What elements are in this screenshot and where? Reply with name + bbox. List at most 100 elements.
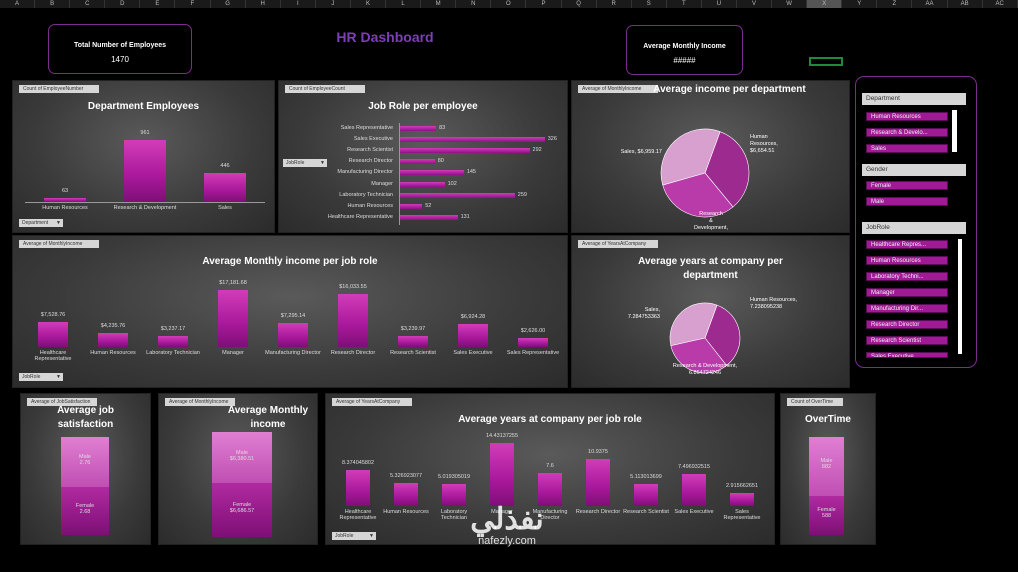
- column-header-x[interactable]: X: [807, 0, 843, 8]
- data-label: 5.113013699: [630, 473, 662, 480]
- stack-segment-female: [61, 486, 109, 535]
- stack-segment-male: [809, 437, 844, 496]
- slicer-item[interactable]: Sales: [866, 144, 948, 153]
- selected-cell[interactable]: [809, 57, 843, 66]
- column-header-o[interactable]: O: [491, 0, 527, 8]
- chart-overtime-stack: Male 882 Female 588: [781, 394, 875, 544]
- chart-title: Department Employees: [87, 101, 200, 112]
- watermark-logo: نفذلي: [470, 503, 544, 536]
- column-header-n[interactable]: N: [456, 0, 492, 8]
- jobrole-filter-button[interactable]: JobRole: [332, 532, 376, 540]
- slicer-item[interactable]: Female: [866, 181, 948, 190]
- department-filter-button[interactable]: Department: [19, 219, 63, 227]
- column-header-aa[interactable]: AA: [912, 0, 948, 8]
- column-header-l[interactable]: L: [386, 0, 422, 8]
- column-header-d[interactable]: D: [105, 0, 141, 8]
- pie-slice-1: [662, 172, 734, 218]
- pie-label: Sales, 7.284753363: [628, 307, 661, 320]
- bar-1: [124, 139, 166, 202]
- field-tag[interactable]: Average of MonthlyIncome: [19, 240, 99, 248]
- field-tag[interactable]: Average of YearsAtCompany: [332, 398, 412, 406]
- category-label: Healthcare Representative: [327, 213, 393, 220]
- column-header-a[interactable]: A: [0, 0, 36, 8]
- field-tag[interactable]: Average of YearsAtCompany: [578, 240, 658, 248]
- category-label: Manufacturing Director: [265, 350, 321, 356]
- slicer-item[interactable]: Human Resources: [866, 112, 948, 121]
- panel-years-department: Average of YearsAtCompany Average years …: [571, 235, 850, 388]
- chart-years-dept-pie: Human Resources, 7.238095238 Research & De…: [628, 297, 798, 376]
- field-tag[interactable]: Average of MonthlyIncome: [578, 85, 658, 93]
- stack-label: Male 882: [820, 458, 833, 471]
- column-header-c[interactable]: C: [70, 0, 106, 8]
- bar-1: [98, 332, 128, 347]
- column-header-r[interactable]: R: [597, 0, 632, 8]
- column-header-h[interactable]: H: [246, 0, 281, 8]
- column-header-k[interactable]: K: [351, 0, 387, 8]
- x-axis-line: [25, 202, 265, 203]
- column-header-z[interactable]: Z: [877, 0, 913, 8]
- jobrole-filter-button[interactable]: JobRole: [283, 159, 327, 167]
- category-label: Manager: [491, 509, 513, 515]
- slicer-scrollbar[interactable]: [952, 110, 957, 152]
- bar-1: [394, 482, 418, 506]
- hbar-5: [399, 181, 445, 187]
- column-header-f[interactable]: F: [175, 0, 211, 8]
- data-label: 2.915662651: [725, 483, 759, 490]
- column-header-t[interactable]: T: [667, 0, 702, 8]
- data-label: 446: [220, 163, 230, 169]
- category-label: Research Scientist: [390, 350, 436, 356]
- data-label: 131: [460, 213, 470, 220]
- bar-3: [490, 443, 514, 506]
- column-header-w[interactable]: W: [772, 0, 808, 8]
- stack-label: Male 2.76: [79, 453, 91, 466]
- column-header-y[interactable]: Y: [842, 0, 878, 8]
- slicer-item[interactable]: Research Director: [866, 320, 948, 329]
- stack-segment-female: [809, 495, 844, 535]
- column-header-s[interactable]: S: [632, 0, 667, 8]
- field-tag[interactable]: Average of MonthlyIncome: [165, 398, 235, 406]
- column-header-ac[interactable]: AC: [983, 0, 1018, 8]
- data-label: 14.43137255: [485, 433, 519, 440]
- slicer-item[interactable]: Sales Executive: [866, 352, 948, 358]
- pie-label: Research&Development,$6,281.25: [694, 211, 728, 232]
- bar-0: [44, 197, 86, 202]
- column-header-j[interactable]: J: [316, 0, 351, 8]
- column-header-q[interactable]: Q: [562, 0, 597, 8]
- field-tag[interactable]: Count of EmployeeCount: [285, 85, 365, 93]
- slicer-item[interactable]: Healthcare Repres...: [866, 240, 948, 249]
- pie-slice-1: [670, 337, 728, 374]
- slicer-item[interactable]: Laboratory Techni...: [866, 272, 948, 281]
- chart-title: Average income per department: [653, 84, 806, 95]
- stack-label: Female 2.68: [75, 502, 95, 515]
- panel-income-department: Average of MonthlyIncome Average income …: [571, 80, 850, 233]
- hbar-2: [399, 148, 530, 154]
- column-header-u[interactable]: U: [702, 0, 737, 8]
- field-tag[interactable]: Count of EmployeeNumber: [19, 85, 99, 93]
- slicer-item[interactable]: Manager: [866, 288, 948, 297]
- slicer-item[interactable]: Manufacturing Dir...: [866, 304, 948, 313]
- field-tag[interactable]: Count of OverTime: [787, 398, 843, 406]
- column-header-v[interactable]: V: [737, 0, 773, 8]
- jobrole-filter-button[interactable]: JobRole: [19, 373, 63, 381]
- slicer-item[interactable]: Research Scientist: [866, 336, 948, 345]
- column-header-i[interactable]: I: [281, 0, 316, 8]
- column-header-ab[interactable]: AB: [948, 0, 983, 8]
- slicer-item[interactable]: Human Resources: [866, 256, 948, 265]
- column-header-e[interactable]: E: [140, 0, 176, 8]
- category-label: Sales Executive: [353, 136, 393, 143]
- category-label: Sales Representative: [723, 509, 761, 521]
- column-header-b[interactable]: B: [35, 0, 71, 8]
- field-tag[interactable]: Average of JobSatisfaction: [27, 398, 97, 406]
- column-header-g[interactable]: G: [211, 0, 246, 8]
- slicer-scrollbar[interactable]: [958, 239, 962, 354]
- column-header-m[interactable]: M: [421, 0, 457, 8]
- slicer-item[interactable]: Male: [866, 197, 948, 206]
- category-label: Manufacturing Director: [532, 509, 568, 521]
- panel-department-employees: Count of EmployeeNumber Department Emplo…: [12, 80, 275, 233]
- category-label: Human Resources: [90, 350, 136, 356]
- slicer-item[interactable]: Research & Develo...: [866, 128, 948, 137]
- category-label: Sales Executive: [453, 350, 493, 356]
- hbar-3: [399, 159, 435, 165]
- category-label: Research Scientist: [623, 509, 669, 515]
- column-header-p[interactable]: P: [526, 0, 562, 8]
